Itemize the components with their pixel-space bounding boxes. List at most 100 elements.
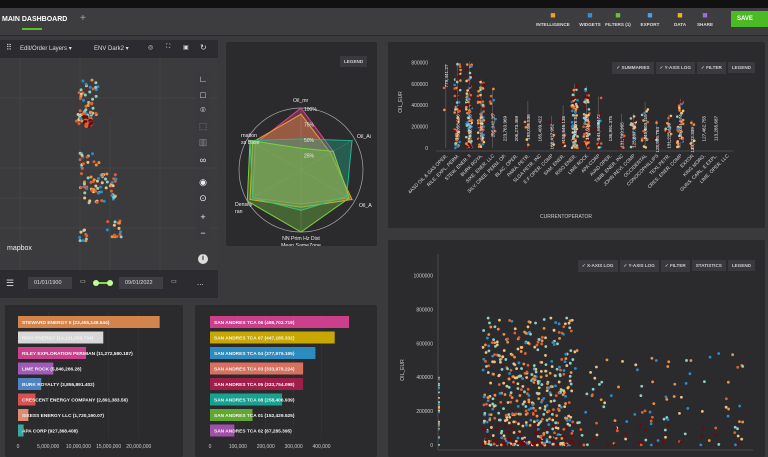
start-date-input[interactable]: 01/01/1900 bbox=[28, 277, 72, 289]
date-range-slider[interactable] bbox=[93, 280, 113, 286]
pin-icon[interactable]: ⌾ bbox=[196, 103, 210, 117]
data-point bbox=[482, 110, 485, 113]
add-tab-button[interactable]: + bbox=[80, 13, 86, 24]
data-point bbox=[535, 419, 539, 423]
data-point bbox=[724, 405, 728, 409]
data-point bbox=[487, 333, 491, 336]
well-marker bbox=[82, 182, 86, 186]
data-point bbox=[544, 345, 548, 348]
data-point bbox=[540, 342, 544, 346]
data-point bbox=[649, 419, 653, 423]
data-point bbox=[438, 403, 440, 406]
data-point bbox=[665, 398, 669, 401]
tab-main-dashboard[interactable]: MAIN DASHBOARD bbox=[2, 16, 68, 23]
polygon-icon[interactable]: ⬚ bbox=[196, 119, 210, 133]
refresh-icon[interactable]: ↻ bbox=[200, 43, 207, 52]
data-point bbox=[500, 368, 504, 371]
data-point bbox=[537, 338, 541, 341]
globe-icon[interactable]: ◎ bbox=[148, 45, 154, 51]
data-point bbox=[529, 418, 533, 422]
style-dropdown[interactable]: ENV Dark2 ▾ bbox=[94, 46, 129, 52]
data-point bbox=[588, 132, 591, 136]
data-point bbox=[442, 86, 446, 90]
data-point bbox=[488, 100, 492, 103]
data-point bbox=[457, 70, 461, 74]
save-button[interactable]: SAVE bbox=[731, 11, 768, 27]
data-point bbox=[565, 364, 569, 367]
bar bbox=[18, 347, 87, 359]
calendar-icon[interactable]: ▭ bbox=[80, 279, 86, 285]
data-point bbox=[513, 376, 517, 380]
data-point bbox=[556, 421, 560, 425]
data-point bbox=[724, 397, 728, 401]
link-icon[interactable]: ∞ bbox=[196, 153, 210, 167]
filters-button[interactable]: ■ FILTERS (1) bbox=[603, 10, 633, 27]
focus-icon[interactable]: ◉ bbox=[196, 175, 210, 189]
data-point bbox=[666, 418, 670, 421]
data-point bbox=[516, 347, 520, 351]
data-point bbox=[575, 94, 579, 98]
data-point bbox=[681, 122, 685, 126]
data-point bbox=[552, 399, 556, 403]
data-point bbox=[643, 136, 647, 139]
data-point bbox=[519, 350, 523, 353]
end-date-input[interactable]: 09/01/2022 bbox=[119, 277, 163, 289]
option-legend[interactable]: LEGEND bbox=[727, 260, 755, 271]
legend-toggle-icon[interactable]: ☰ bbox=[6, 278, 15, 288]
data-point bbox=[465, 135, 468, 139]
well-marker bbox=[84, 239, 88, 243]
data-point bbox=[489, 94, 493, 98]
well-marker bbox=[82, 115, 87, 120]
rectangle-select-icon[interactable]: □ bbox=[196, 88, 210, 102]
data-point bbox=[584, 113, 587, 117]
data-point bbox=[458, 65, 462, 68]
zoom-out-icon[interactable]: − bbox=[196, 226, 210, 240]
share-button[interactable]: ■ SHARE bbox=[690, 10, 720, 27]
data-point bbox=[673, 382, 677, 386]
data-point bbox=[567, 414, 571, 418]
option-filter[interactable]: ✓ FILTER bbox=[660, 260, 690, 272]
data-point bbox=[605, 358, 609, 362]
locate-icon[interactable]: ⊙ bbox=[196, 191, 210, 205]
info-icon[interactable]: i bbox=[198, 254, 208, 264]
option-statistics[interactable]: STATISTICS bbox=[691, 260, 726, 271]
calendar-icon[interactable]: ▭ bbox=[171, 279, 177, 285]
fullscreen-icon[interactable]: ⛶ bbox=[166, 44, 171, 50]
data-point bbox=[525, 138, 529, 141]
more-button[interactable]: ... bbox=[197, 278, 204, 287]
data-point bbox=[646, 108, 650, 111]
data-point bbox=[508, 415, 512, 419]
option-filter[interactable]: ✓ FILTER bbox=[696, 62, 726, 74]
radar-series-3 bbox=[246, 139, 350, 233]
data-point bbox=[491, 354, 495, 358]
data-point bbox=[569, 415, 573, 419]
option-legend[interactable]: LEGEND bbox=[727, 62, 755, 73]
screenshot-icon[interactable]: ▣ bbox=[183, 45, 189, 51]
zoom-in-icon[interactable]: + bbox=[196, 210, 210, 224]
data-point bbox=[731, 353, 735, 357]
data-point bbox=[692, 139, 696, 143]
data-point bbox=[570, 146, 574, 150]
option-summaries[interactable]: ✓ SUMMARIES bbox=[612, 62, 654, 74]
data-button[interactable]: ■ DATA bbox=[665, 10, 695, 27]
ruler-icon[interactable]: ∟ bbox=[196, 72, 210, 86]
option-y-axis-log[interactable]: ✓ Y-AXIS LOG bbox=[619, 260, 659, 272]
intelligence-button[interactable]: ■ INTELLIGENCE bbox=[536, 10, 570, 27]
widgets-button[interactable]: ■ WIDGETS bbox=[575, 10, 605, 27]
data-point bbox=[509, 424, 512, 428]
layers-dropdown[interactable]: Edit/Order Layers ▾ bbox=[20, 46, 72, 52]
data-point bbox=[518, 394, 522, 397]
data-point bbox=[453, 94, 457, 98]
data-point bbox=[544, 354, 547, 357]
legend-button[interactable]: LEGEND bbox=[340, 56, 368, 67]
option-x-axis-log[interactable]: ✓ X-AXIS LOG bbox=[577, 260, 618, 272]
trash-icon[interactable]: ▥ bbox=[196, 135, 210, 149]
map-canvas[interactable] bbox=[0, 58, 218, 270]
drag-handle-icon[interactable]: ⠿ bbox=[6, 43, 12, 52]
data-point bbox=[564, 352, 568, 356]
option-y-axis-log[interactable]: ✓ Y-AXIS LOG bbox=[655, 62, 695, 74]
well-marker bbox=[82, 112, 86, 116]
radar-series-1 bbox=[249, 113, 353, 208]
data-point bbox=[492, 98, 496, 102]
export-button[interactable]: ■ EXPORT bbox=[635, 10, 665, 27]
